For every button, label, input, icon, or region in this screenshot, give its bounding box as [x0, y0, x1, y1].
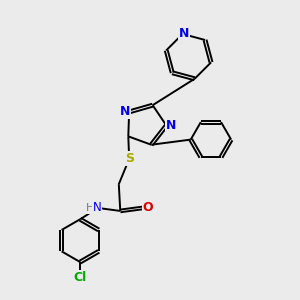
Text: H: H	[85, 203, 94, 213]
Text: N: N	[179, 28, 189, 40]
Text: N: N	[93, 202, 102, 214]
Text: S: S	[125, 152, 134, 165]
Text: O: O	[142, 202, 153, 214]
Text: Cl: Cl	[74, 271, 87, 284]
Text: N: N	[119, 105, 130, 119]
Text: N: N	[166, 119, 176, 132]
